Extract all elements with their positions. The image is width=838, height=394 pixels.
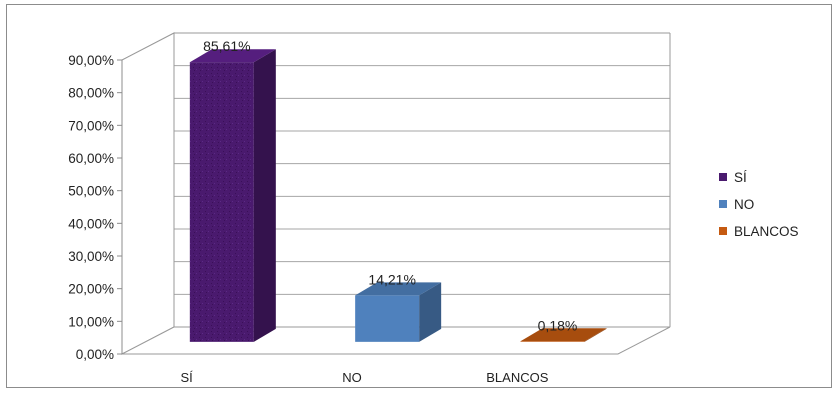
legend-label: NO [734,197,754,212]
legend-swatch [719,200,727,208]
bar-top [520,328,607,342]
bars [189,49,607,342]
bar-side [419,282,442,342]
side-wall [121,32,175,355]
legend-label: SÍ [734,170,747,185]
data-label: 0,18% [538,317,578,333]
y-tick-label: 10,00% [68,314,114,329]
bar-1 [189,49,276,342]
bar-front [189,62,254,342]
legend-swatch [719,227,727,235]
y-tick-label: 80,00% [68,86,114,101]
y-tick-label: 30,00% [68,249,114,264]
bar-top [355,282,442,296]
y-axis-ticks: 0,00% 10,00% 20,00% 30,00% 40,00% 50,00% 60,00… [68,53,123,362]
bar-front [520,341,585,342]
category-label: NO [342,370,362,385]
category-label: SÍ [181,370,194,385]
legend-swatch [719,173,727,181]
data-labels: 85,61% 14,21% 0,18% [203,38,577,333]
y-tick-label: 60,00% [68,151,114,166]
y-tick-label: 0,00% [76,347,114,362]
legend: SÍ NO BLANCOS [719,170,799,239]
bar-front [355,295,420,342]
bar-side [253,49,276,342]
y-tick-label: 70,00% [68,118,114,133]
category-label: BLANCOS [486,370,548,385]
x-axis-categories: SÍ NO BLANCOS [181,370,549,385]
y-tick-label: 50,00% [68,184,114,199]
y-tick-label: 40,00% [68,216,114,231]
data-label: 14,21% [368,271,415,287]
bar-top [189,49,276,63]
data-label: 85,61% [203,38,250,54]
bar-3 [520,328,607,342]
y-tick-label: 20,00% [68,282,114,297]
legend-label: BLANCOS [734,224,799,239]
bar-2 [355,282,442,342]
bar-side [584,328,607,342]
y-tick-label: 90,00% [68,53,114,68]
